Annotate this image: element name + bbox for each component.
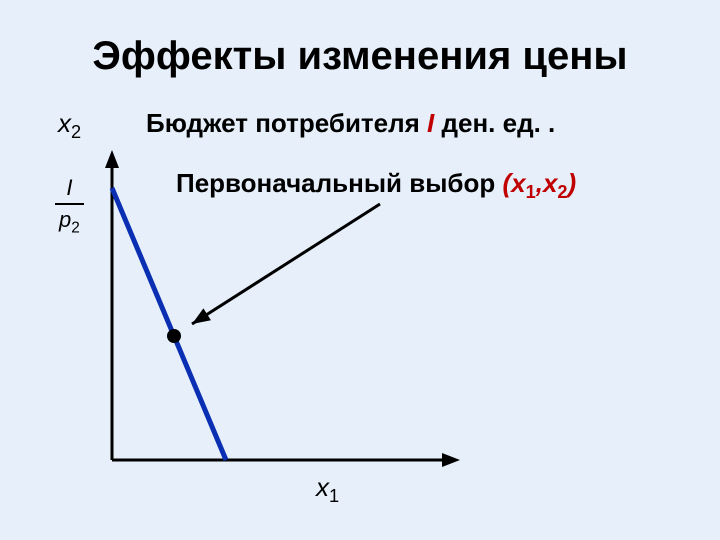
slide: Эффекты изменения цены Бюджет потребител…	[0, 0, 720, 540]
x-axis-arrowhead	[442, 453, 460, 467]
pointer-arrow-line	[192, 204, 380, 324]
budget-line	[112, 188, 226, 460]
diagram-svg	[0, 0, 720, 540]
y-axis-arrowhead	[105, 150, 119, 168]
pointer-arrow-head	[192, 308, 211, 324]
choice-point	[167, 329, 181, 343]
